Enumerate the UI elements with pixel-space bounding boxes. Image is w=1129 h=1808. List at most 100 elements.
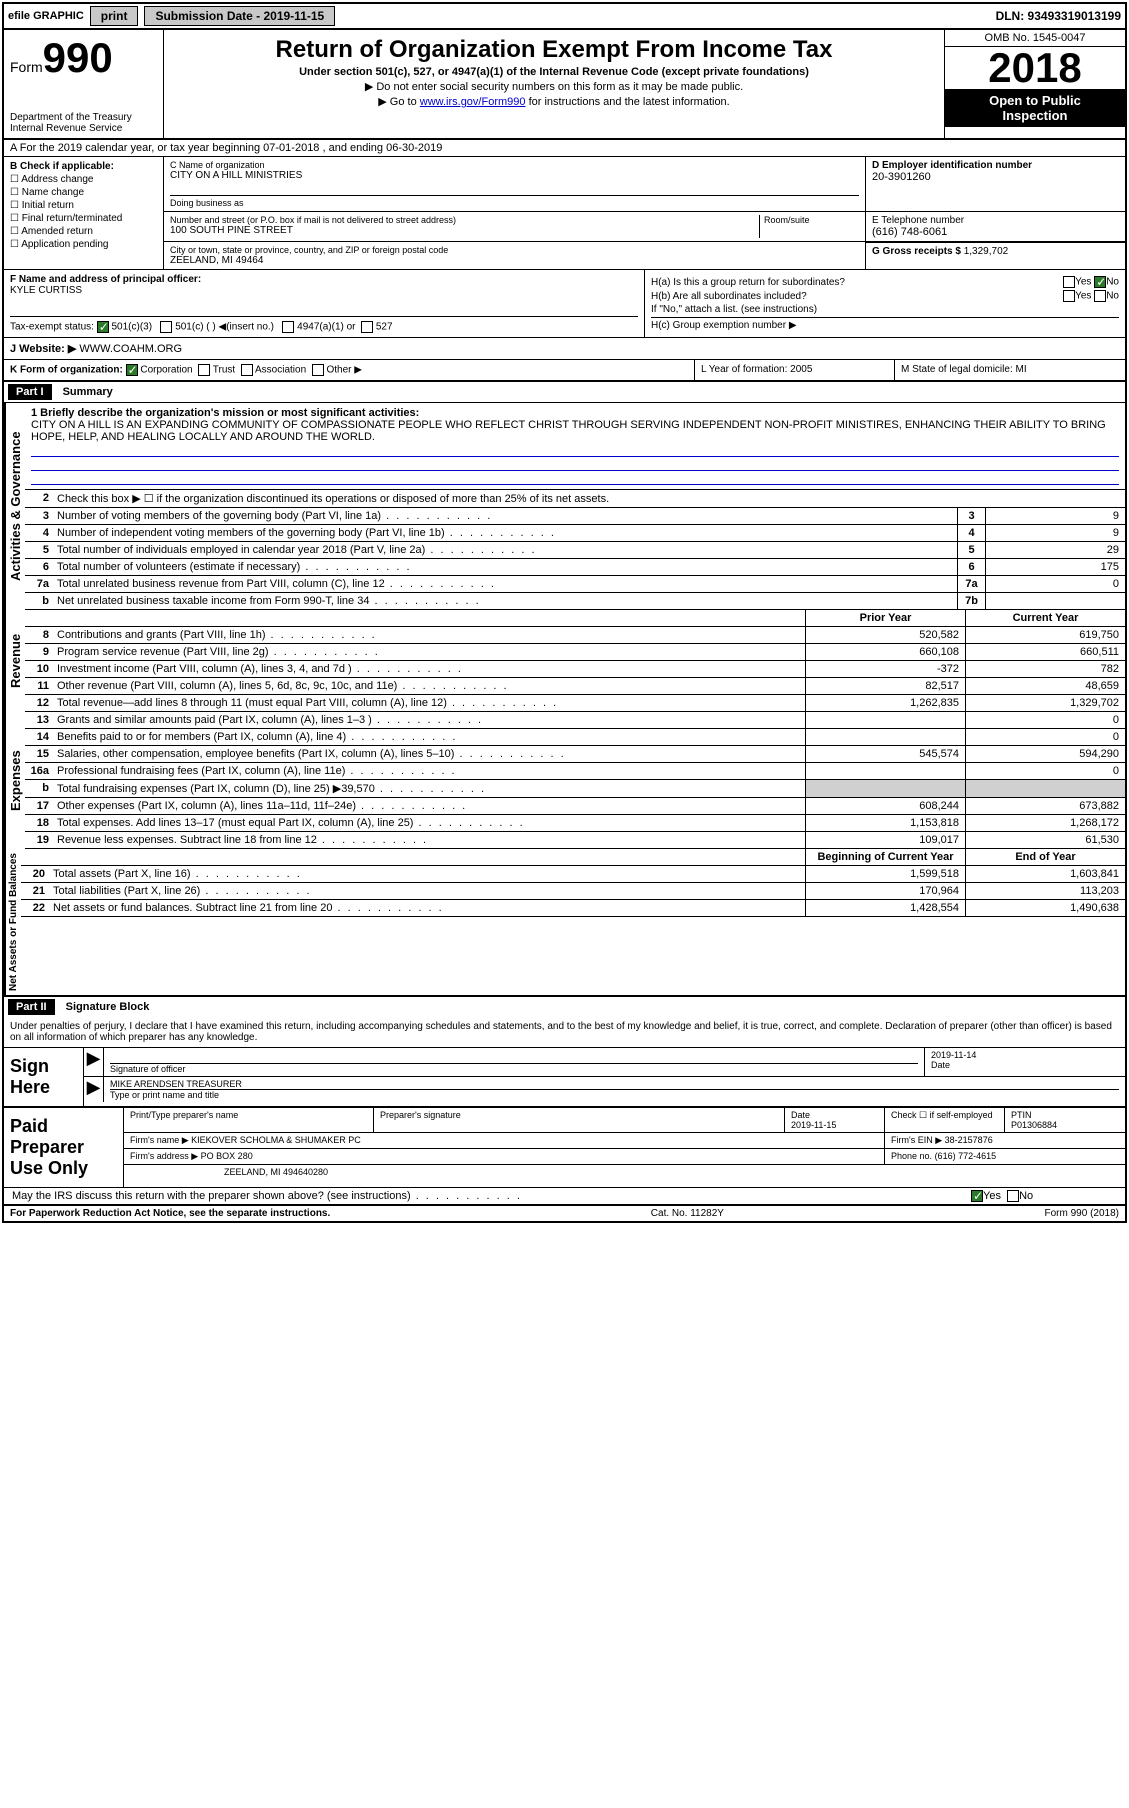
open-public-badge: Open to Public Inspection: [945, 89, 1125, 127]
phone-value: (616) 748-6061: [872, 226, 1119, 238]
cb-final-return[interactable]: ☐ Final return/terminated: [10, 213, 157, 224]
table-row: 5Total number of individuals employed in…: [25, 542, 1125, 559]
form-990-num: 990: [43, 34, 113, 81]
activities-governance-block: Activities & Governance 1 Briefly descri…: [4, 403, 1125, 610]
c-label: C Name of organization: [170, 160, 859, 170]
badge-line1: Open to Public: [947, 93, 1123, 108]
k-opt: Other ▶: [326, 365, 361, 376]
cb-lbl: Address change: [21, 174, 93, 185]
cb-address-change[interactable]: ☐ Address change: [10, 174, 157, 185]
addr-label: Number and street (or P.O. box if mail i…: [170, 215, 759, 225]
part2-title: Signature Block: [66, 1001, 150, 1013]
na-header: Beginning of Current Year End of Year: [21, 849, 1125, 866]
ha-no[interactable]: [1094, 276, 1106, 288]
prior-hdr: Prior Year: [805, 610, 965, 626]
hc-label: H(c) Group exemption number ▶: [651, 317, 1119, 331]
cb-corp[interactable]: [126, 364, 138, 376]
table-row: 8Contributions and grants (Part VIII, li…: [25, 627, 1125, 644]
q2-row: 2 Check this box ▶ ☐ if the organization…: [25, 490, 1125, 508]
officer-name: KYLE CURTISS: [10, 285, 638, 296]
hb-label: H(b) Are all subordinates included?: [651, 291, 807, 302]
discuss-question: May the IRS discuss this return with the…: [4, 1188, 965, 1204]
sign-here-block: Sign Here ▶ Signature of officer 2019-11…: [4, 1048, 1125, 1108]
cb-other[interactable]: [312, 364, 324, 376]
cb-assoc[interactable]: [241, 364, 253, 376]
cb-pending[interactable]: ☐ Application pending: [10, 239, 157, 250]
table-row: 4Number of independent voting members of…: [25, 525, 1125, 542]
website-value: WWW.COAHM.ORG: [79, 343, 182, 355]
footer-right: Form 990 (2018): [1045, 1208, 1119, 1219]
prep-date: 2019-11-15: [791, 1120, 878, 1130]
no-lbl: No: [1106, 291, 1119, 302]
ha-yes[interactable]: [1063, 276, 1075, 288]
na-hdr1: Beginning of Current Year: [805, 849, 965, 865]
table-row: 3Number of voting members of the governi…: [25, 508, 1125, 525]
subtitle-3: ▶ Go to www.irs.gov/Form990 for instruct…: [170, 95, 938, 108]
preparer-name-label: Print/Type preparer's name: [124, 1108, 374, 1132]
cb-501c3[interactable]: [97, 321, 109, 333]
te-opt: 4947(a)(1) or: [297, 322, 355, 333]
discuss-no[interactable]: [1007, 1190, 1019, 1202]
cb-trust[interactable]: [198, 364, 210, 376]
ein-value: 20-3901260: [872, 171, 1119, 183]
part1-badge: Part I: [8, 384, 52, 400]
cb-name-change[interactable]: ☐ Name change: [10, 187, 157, 198]
topbar: efile GRAPHIC print Submission Date - 20…: [4, 4, 1125, 30]
sig-date: 2019-11-14: [931, 1050, 1119, 1060]
vlabel-ag: Activities & Governance: [4, 403, 25, 610]
expenses-block: Expenses 13Grants and similar amounts pa…: [4, 712, 1125, 849]
dept-treasury: Department of the Treasury: [10, 112, 157, 123]
firm-addr2: ZEELAND, MI 494640280: [124, 1165, 1125, 1179]
table-row: 7aTotal unrelated business revenue from …: [25, 576, 1125, 593]
sub3-post: for instructions and the latest informat…: [526, 96, 730, 108]
hb-yes[interactable]: [1063, 290, 1075, 302]
ein-label: D Employer identification number: [872, 160, 1119, 171]
cb-initial-return[interactable]: ☐ Initial return: [10, 200, 157, 211]
table-row: 6Total number of volunteers (estimate if…: [25, 559, 1125, 576]
firm-addr-label: Firm's address ▶: [130, 1151, 198, 1161]
hb-row: H(b) Are all subordinates included? Yes …: [651, 290, 1119, 302]
cb-amended[interactable]: ☐ Amended return: [10, 226, 157, 237]
ptin-value: P01306884: [1011, 1120, 1119, 1130]
section-b-to-g: B Check if applicable: ☐ Address change …: [4, 157, 1125, 270]
form-title: Return of Organization Exempt From Incom…: [170, 36, 938, 64]
firm-addr1: PO BOX 280: [201, 1151, 253, 1161]
table-row: 21Total liabilities (Part X, line 26)170…: [21, 883, 1125, 900]
col-b-title: B Check if applicable:: [10, 161, 157, 172]
irs-link[interactable]: www.irs.gov/Form990: [420, 96, 526, 108]
box-d-ein: D Employer identification number 20-3901…: [865, 157, 1125, 211]
sig-date-label: Date: [931, 1060, 1119, 1070]
subtitle-2: ▶ Do not enter social security numbers o…: [170, 80, 938, 93]
sig-officer-label: Signature of officer: [110, 1064, 918, 1074]
sign-here-label: Sign Here: [4, 1048, 84, 1106]
mission-text: CITY ON A HILL IS AN EXPANDING COMMUNITY…: [31, 419, 1119, 443]
table-row: bTotal fundraising expenses (Part IX, co…: [25, 780, 1125, 798]
cb-lbl: Initial return: [22, 200, 74, 211]
discuss-yes[interactable]: [971, 1190, 983, 1202]
print-button[interactable]: print: [90, 6, 139, 26]
subtitle-1: Under section 501(c), 527, or 4947(a)(1)…: [170, 66, 938, 78]
paid-preparer-block: Paid Preparer Use Only Print/Type prepar…: [4, 1108, 1125, 1188]
vlabel-exp: Expenses: [4, 712, 25, 849]
hb-no[interactable]: [1094, 290, 1106, 302]
table-row: 22Net assets or fund balances. Subtract …: [21, 900, 1125, 917]
cb-lbl: Amended return: [21, 226, 93, 237]
cb-lbl: Application pending: [21, 239, 108, 250]
klm-row: K Form of organization: Corporation Trus…: [4, 360, 1125, 382]
dba-label: Doing business as: [170, 195, 859, 208]
cb-501c[interactable]: [160, 321, 172, 333]
cb-4947[interactable]: [282, 321, 294, 333]
self-employed-label: Check ☐ if self-employed: [885, 1108, 1005, 1132]
line-a: A For the 2019 calendar year, or tax yea…: [4, 140, 1125, 157]
k-opt: Trust: [213, 365, 235, 376]
yes-lbl: Yes: [983, 1190, 1001, 1202]
k-opt: Corporation: [140, 365, 192, 376]
firm-phone: (616) 772-4615: [935, 1151, 997, 1161]
cb-527[interactable]: [361, 321, 373, 333]
table-row: 18Total expenses. Add lines 13–17 (must …: [25, 815, 1125, 832]
firm-phone-label: Phone no.: [891, 1151, 932, 1161]
k-opt: Association: [255, 365, 306, 376]
na-hdr2: End of Year: [965, 849, 1125, 865]
table-row: 17Other expenses (Part IX, column (A), l…: [25, 798, 1125, 815]
hb-note: If "No," attach a list. (see instruction…: [651, 304, 1119, 315]
